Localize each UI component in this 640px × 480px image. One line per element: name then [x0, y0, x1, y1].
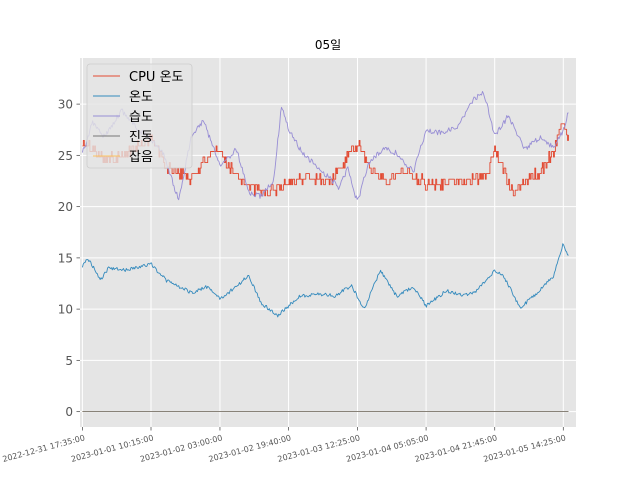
- series-line: [81, 243, 569, 318]
- chart-title: 05일: [315, 38, 341, 52]
- y-tick-label: 25: [58, 149, 73, 163]
- y-tick-label: 10: [58, 303, 73, 317]
- y-tick-label: 5: [65, 354, 73, 368]
- legend-label: 잡음: [129, 150, 153, 165]
- y-tick-label: 30: [58, 98, 73, 112]
- legend-label: 진동: [129, 130, 153, 145]
- y-tick-label: 20: [58, 200, 73, 214]
- y-tick-label: 15: [58, 251, 73, 265]
- y-tick-label: 0: [65, 405, 73, 419]
- legend-label: CPU 온도: [129, 70, 184, 85]
- legend-label: 온도: [129, 90, 153, 105]
- legend-box: [86, 63, 193, 169]
- legend-label: 습도: [129, 110, 153, 125]
- y-axis: 0 5 10 15 20 25 30: [58, 98, 80, 419]
